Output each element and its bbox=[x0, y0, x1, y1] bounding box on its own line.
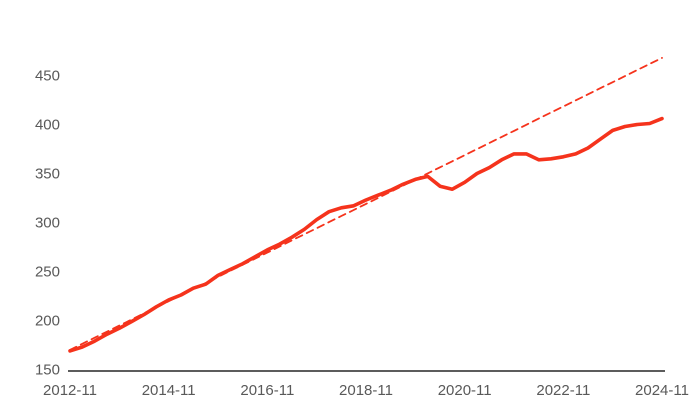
actual-series-line bbox=[68, 116, 664, 353]
x-axis-tick-label: 2012-11 bbox=[43, 382, 97, 399]
y-axis-tick-label: 250 bbox=[35, 264, 60, 281]
x-axis-tick-label: 2016-11 bbox=[240, 382, 294, 399]
y-axis-tick-label: 200 bbox=[35, 313, 60, 330]
x-axis-tick-label: 2018-11 bbox=[339, 382, 393, 399]
y-axis-tick-label: 450 bbox=[35, 68, 60, 85]
x-axis-tick-label: 2022-11 bbox=[536, 382, 590, 399]
y-axis-tick-label: 300 bbox=[35, 215, 60, 232]
x-axis-tick-label: 2014-11 bbox=[142, 382, 196, 399]
y-axis-tick-label: 400 bbox=[35, 117, 60, 134]
x-axis-tick-label: 2020-11 bbox=[438, 382, 492, 399]
y-axis-tick-label: 350 bbox=[35, 166, 60, 183]
y-axis-tick-label: 150 bbox=[35, 362, 60, 379]
x-axis-tick-label: 2024-11 bbox=[635, 382, 689, 399]
trend-dashed-line bbox=[69, 57, 663, 351]
